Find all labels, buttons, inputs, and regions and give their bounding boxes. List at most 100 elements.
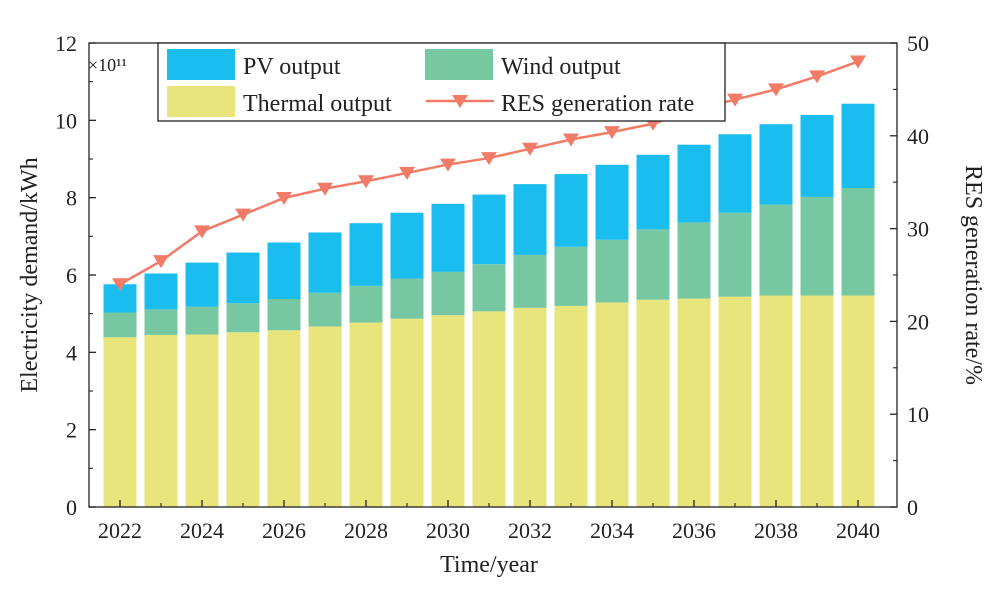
x-tick-label-2036: 2036 — [672, 518, 716, 543]
bar-pv-output-2034 — [595, 164, 629, 240]
bar-pv-output-2036 — [677, 144, 711, 223]
bar-wind-output-2022 — [103, 312, 137, 338]
bar-pv-output-2025 — [226, 252, 260, 304]
bar-pv-output-2033 — [554, 174, 588, 247]
bar-wind-output-2039 — [800, 196, 834, 296]
y2-tick-label-20: 20 — [907, 309, 929, 334]
legend-swatch-wind — [425, 49, 493, 80]
marker-res-generation-rate-2025 — [235, 208, 251, 222]
bar-thermal-output-2040 — [841, 295, 875, 507]
y2-tick-label-10: 10 — [907, 402, 929, 427]
marker-res-generation-rate-2038 — [768, 83, 784, 97]
bar-thermal-output-2036 — [677, 298, 711, 507]
bar-wind-output-2023 — [144, 309, 178, 335]
legend-label-wind: Wind output — [501, 54, 621, 80]
bar-thermal-output-2035 — [636, 299, 670, 507]
legend: PV output Wind output Thermal output RES… — [157, 42, 726, 122]
bar-wind-output-2035 — [636, 229, 670, 300]
bar-wind-output-2037 — [718, 212, 752, 297]
x-tick-label-2040: 2040 — [836, 518, 880, 543]
x-axis-title: Time/year — [440, 552, 538, 578]
x-tick-label-2038: 2038 — [754, 518, 798, 543]
x-tick-label-2022: 2022 — [98, 518, 142, 543]
bar-thermal-output-2026 — [267, 330, 301, 507]
bar-pv-output-2030 — [431, 203, 465, 272]
y-tick-label-0: 0 — [66, 495, 77, 520]
bar-pv-output-2035 — [636, 154, 670, 230]
bar-wind-output-2027 — [308, 292, 342, 327]
legend-marker-res — [452, 95, 468, 108]
bar-thermal-output-2039 — [800, 295, 834, 507]
bar-pv-output-2031 — [472, 194, 506, 265]
x-tick-label-2024: 2024 — [180, 518, 224, 543]
marker-res-generation-rate-2034 — [604, 126, 620, 140]
bar-pv-output-2026 — [267, 242, 301, 299]
marker-res-generation-rate-2031 — [481, 152, 497, 166]
bar-wind-output-2030 — [431, 271, 465, 316]
bar-thermal-output-2029 — [390, 318, 424, 507]
marker-res-generation-rate-2032 — [522, 142, 538, 156]
bar-wind-output-2029 — [390, 278, 424, 319]
marker-res-generation-rate-2024 — [194, 225, 210, 239]
x-tick-label-2034: 2034 — [590, 518, 634, 543]
marker-res-generation-rate-2039 — [809, 70, 825, 84]
bar-thermal-output-2038 — [759, 295, 793, 507]
bar-thermal-output-2028 — [349, 322, 383, 507]
bar-pv-output-2024 — [185, 262, 219, 307]
bar-wind-output-2026 — [267, 298, 301, 331]
marker-res-generation-rate-2033 — [563, 133, 579, 147]
marker-res-generation-rate-2023 — [153, 255, 169, 269]
bar-pv-output-2027 — [308, 232, 342, 293]
y2-tick-label-40: 40 — [907, 124, 929, 149]
bar-thermal-output-2031 — [472, 311, 506, 507]
marker-res-generation-rate-2030 — [440, 158, 456, 172]
legend-swatch-pv — [167, 49, 235, 80]
y2-tick-label-50: 50 — [907, 31, 929, 56]
marker-res-generation-rate-2022 — [112, 278, 128, 292]
y-axis-multiplier: ×10¹¹ — [88, 55, 127, 75]
y-axis-title: Electricity demand/kWh — [17, 157, 43, 392]
bar-wind-output-2028 — [349, 285, 383, 323]
y2-tick-label-0: 0 — [907, 495, 918, 520]
bar-thermal-output-2034 — [595, 302, 629, 507]
bar-pv-output-2032 — [513, 184, 547, 255]
y-tick-label-10: 10 — [55, 108, 77, 133]
bar-thermal-output-2033 — [554, 305, 588, 507]
bar-thermal-output-2030 — [431, 315, 465, 507]
bar-wind-output-2025 — [226, 303, 260, 333]
legend-label-pv: PV output — [243, 54, 341, 80]
y-tick-label-6: 6 — [66, 263, 77, 288]
bar-wind-output-2038 — [759, 204, 793, 296]
y-tick-label-2: 2 — [66, 418, 77, 443]
marker-res-generation-rate-2027 — [317, 182, 333, 196]
bar-pv-output-2037 — [718, 134, 752, 213]
marker-res-generation-rate-2029 — [399, 166, 415, 180]
x-tick-label-2026: 2026 — [262, 518, 306, 543]
bar-thermal-output-2022 — [103, 337, 137, 507]
legend-label-thermal: Thermal output — [243, 91, 392, 117]
bar-wind-output-2032 — [513, 254, 547, 308]
bar-wind-output-2033 — [554, 246, 588, 306]
marker-res-generation-rate-2026 — [276, 191, 292, 205]
marker-res-generation-rate-2040 — [850, 55, 866, 69]
bar-wind-output-2034 — [595, 239, 629, 303]
bar-wind-output-2031 — [472, 264, 506, 312]
bar-wind-output-2040 — [841, 188, 875, 296]
bar-thermal-output-2027 — [308, 326, 342, 507]
y-tick-label-4: 4 — [66, 340, 77, 365]
bar-pv-output-2040 — [841, 103, 875, 188]
bar-pv-output-2023 — [144, 273, 178, 310]
x-tick-label-2032: 2032 — [508, 518, 552, 543]
y-tick-label-8: 8 — [66, 186, 77, 211]
bar-wind-output-2024 — [185, 306, 219, 335]
bar-pv-output-2029 — [390, 212, 424, 279]
bar-pv-output-2039 — [800, 114, 834, 197]
y2-axis-title: RES generation rate/% — [960, 165, 986, 385]
bar-thermal-output-2024 — [185, 334, 219, 507]
bar-wind-output-2036 — [677, 222, 711, 299]
bar-thermal-output-2037 — [718, 296, 752, 507]
bar-pv-output-2038 — [759, 124, 793, 205]
marker-res-generation-rate-2037 — [727, 93, 743, 107]
